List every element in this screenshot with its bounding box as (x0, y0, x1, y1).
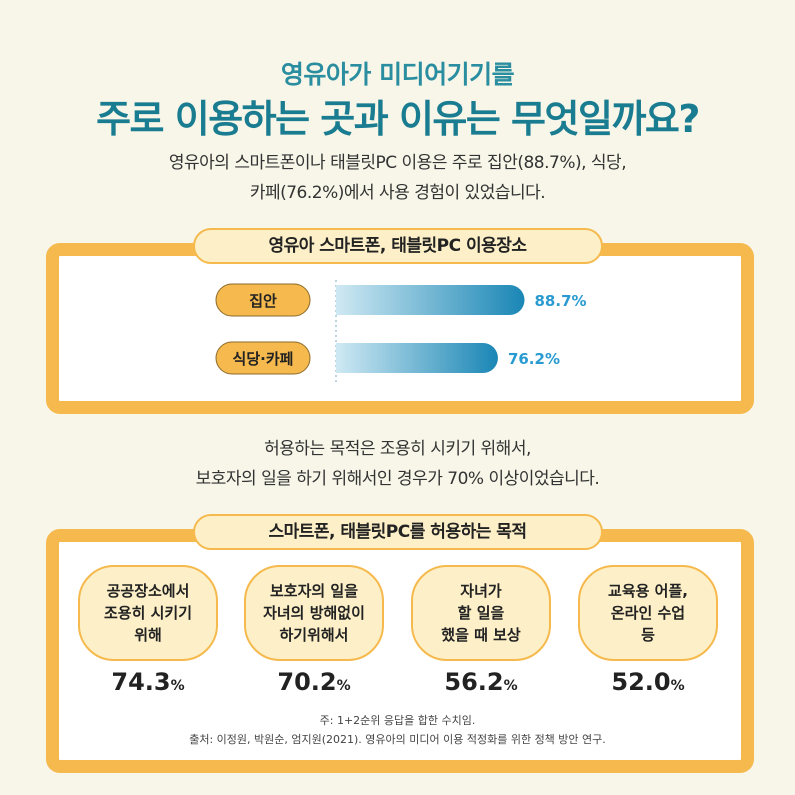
source-note: 출처: 이정원, 박원순, 엄지원(2021). 영유아의 미디어 이용 적정화… (189, 733, 606, 746)
purpose-intro-line-2: 보호자의 일을 하기 위해서인 경우가 70% 이상이었습니다. (195, 469, 600, 489)
intro-line-1: 영유아의 스마트폰이나 태블릿PC 이용은 주로 집안(88.7%), 식당, (168, 153, 627, 173)
purpose-intro-line-1: 허용하는 목적은 조용히 시키기 위해서, (264, 439, 531, 459)
purpose-value-3: 56.2% (411, 668, 551, 696)
footnote: 주: 1+2순위 응답을 합한 수치임. (319, 714, 476, 727)
purpose-item-3: 자녀가 할 일을 했을 때 보상 (411, 565, 551, 661)
purpose-value-unit: % (670, 678, 685, 694)
purpose-item-1: 공공장소에서 조용히 시키기 위해 (78, 565, 218, 661)
purpose-value-2: 70.2% (244, 668, 384, 696)
category-label: 집안 (249, 292, 277, 310)
usage-location-title: 영유아 스마트폰, 태블릿PC 이용장소 (192, 228, 603, 264)
purpose-item-2: 보호자의 일을 자녀의 방해없이 하기위해서 (244, 565, 384, 661)
purpose-value-unit: % (336, 678, 351, 694)
intro-text: 영유아의 스마트폰이나 태블릿PC 이용은 주로 집안(88.7%), 식당, … (0, 148, 795, 208)
purpose-value-1: 74.3% (78, 668, 218, 696)
purpose-value-number: 70.2 (277, 668, 337, 696)
purpose-value-number: 74.3 (111, 668, 171, 696)
page-title: 주로 이용하는 곳과 이유는 무엇일까요? (96, 97, 700, 141)
bar-value-label: 88.7% (535, 292, 587, 310)
intro-line-2: 카페(76.2%)에서 사용 경험이 있었습니다. (249, 183, 546, 203)
purpose-intro-text: 허용하는 목적은 조용히 시키기 위해서, 보호자의 일을 하기 위해서인 경우… (0, 434, 795, 494)
purpose-value-unit: % (503, 678, 518, 694)
purpose-value-number: 52.0 (611, 668, 671, 696)
purpose-value-4: 52.0% (578, 668, 718, 696)
category-pill (215, 341, 311, 375)
purpose-title: 스마트폰, 태블릿PC를 허용하는 목적 (192, 514, 603, 550)
subtitle: 영유아가 미디어기기를 (280, 60, 515, 89)
category-pill (215, 283, 311, 317)
purpose-value-number: 56.2 (444, 668, 504, 696)
bar-value-label: 76.2% (508, 350, 560, 368)
category-label: 식당·카페 (233, 350, 294, 368)
bar (336, 343, 498, 373)
bar (336, 285, 525, 315)
purpose-item-4: 교육용 어플, 온라인 수업 등 (578, 565, 718, 661)
purpose-value-unit: % (170, 678, 185, 694)
